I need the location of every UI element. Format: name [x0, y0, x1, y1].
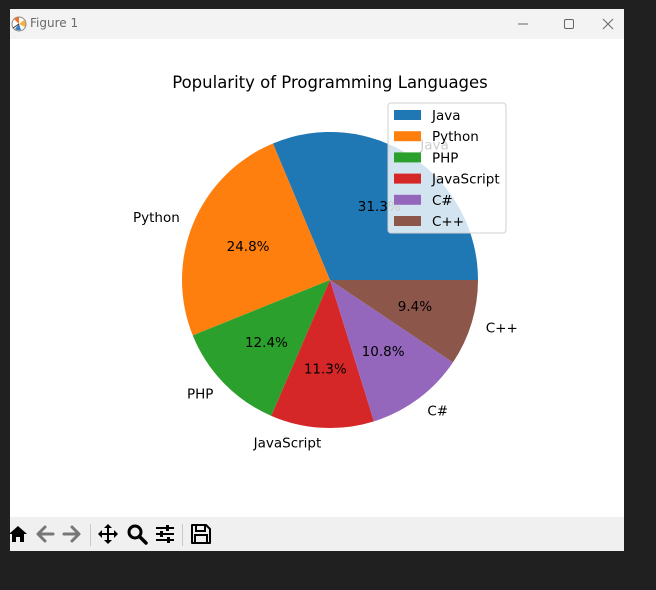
minimize-button[interactable]	[500, 9, 546, 39]
legend-entry-java: Java	[431, 108, 461, 124]
title-bar: Figure 1	[10, 9, 624, 39]
pie-slice-php	[192, 280, 330, 416]
legend-entry-php: PHP	[432, 150, 458, 166]
pan-button[interactable]	[96, 522, 120, 546]
slice-label-php: PHP	[187, 387, 213, 403]
close-icon	[602, 18, 614, 30]
legend-swatch-javascript	[394, 173, 421, 184]
toolbar-separator	[90, 524, 91, 546]
slice-label-csharp: C#	[427, 403, 448, 419]
arrow-right-icon	[62, 525, 81, 543]
matplotlib-icon	[10, 15, 28, 33]
maximize-icon	[564, 19, 574, 29]
slice-percent-php: 12.4%	[245, 335, 288, 351]
slice-percent-javascript: 11.3%	[304, 362, 347, 378]
slice-percent-python: 24.8%	[227, 239, 270, 255]
minimize-icon	[518, 23, 528, 25]
legend-swatch-php	[394, 152, 421, 163]
close-button[interactable]	[592, 9, 624, 39]
slice-percent-csharp: 10.8%	[362, 344, 405, 360]
legend-entry-javascript: JavaScript	[431, 172, 500, 188]
move-icon	[98, 524, 118, 544]
toolbar-separator	[182, 524, 183, 546]
slice-label-cplusplus: C++	[486, 320, 518, 336]
configure-subplots-button[interactable]	[153, 522, 177, 546]
window-title: Figure 1	[30, 16, 79, 30]
slice-label-javascript: JavaScript	[253, 436, 322, 452]
legend-entry-python: Python	[432, 129, 479, 145]
legend-entry-csharp: C#	[432, 193, 453, 209]
legend-swatch-csharp	[394, 194, 421, 205]
maximize-button[interactable]	[546, 9, 592, 39]
plot-area: Popularity of Programming Languages Java…	[10, 39, 624, 517]
home-button[interactable]	[6, 522, 30, 546]
chart-legend: Java Python PHP JavaScript C# C++	[387, 102, 507, 234]
pie-slice-cplusplus	[330, 280, 478, 363]
pie-slice-csharp	[330, 280, 453, 422]
home-icon	[9, 526, 27, 542]
pie-slice-python	[182, 143, 330, 336]
forward-button[interactable]	[60, 522, 84, 546]
arrow-left-icon	[36, 525, 55, 543]
chart-title: Popularity of Programming Languages	[172, 73, 488, 92]
legend-swatch-python	[394, 131, 421, 142]
legend-swatch-cplusplus	[394, 216, 421, 226]
legend-entry-cplusplus: C++	[432, 214, 464, 230]
back-button[interactable]	[33, 522, 57, 546]
sliders-icon	[156, 525, 174, 543]
slice-label-python: Python	[133, 210, 180, 226]
slice-percent-cplusplus: 9.4%	[398, 299, 432, 315]
zoom-button[interactable]	[125, 522, 149, 546]
pie-slice-javascript	[271, 280, 374, 428]
save-button[interactable]	[189, 522, 213, 546]
pie-chart: Popularity of Programming Languages Java…	[133, 73, 518, 452]
navigation-toolbar	[9, 517, 624, 551]
legend-swatch-java	[394, 110, 421, 120]
floppy-disk-icon	[191, 524, 211, 544]
figure-window: Figure 1 Popularity of Programming Langu…	[9, 9, 624, 551]
magnifier-icon	[127, 524, 148, 545]
